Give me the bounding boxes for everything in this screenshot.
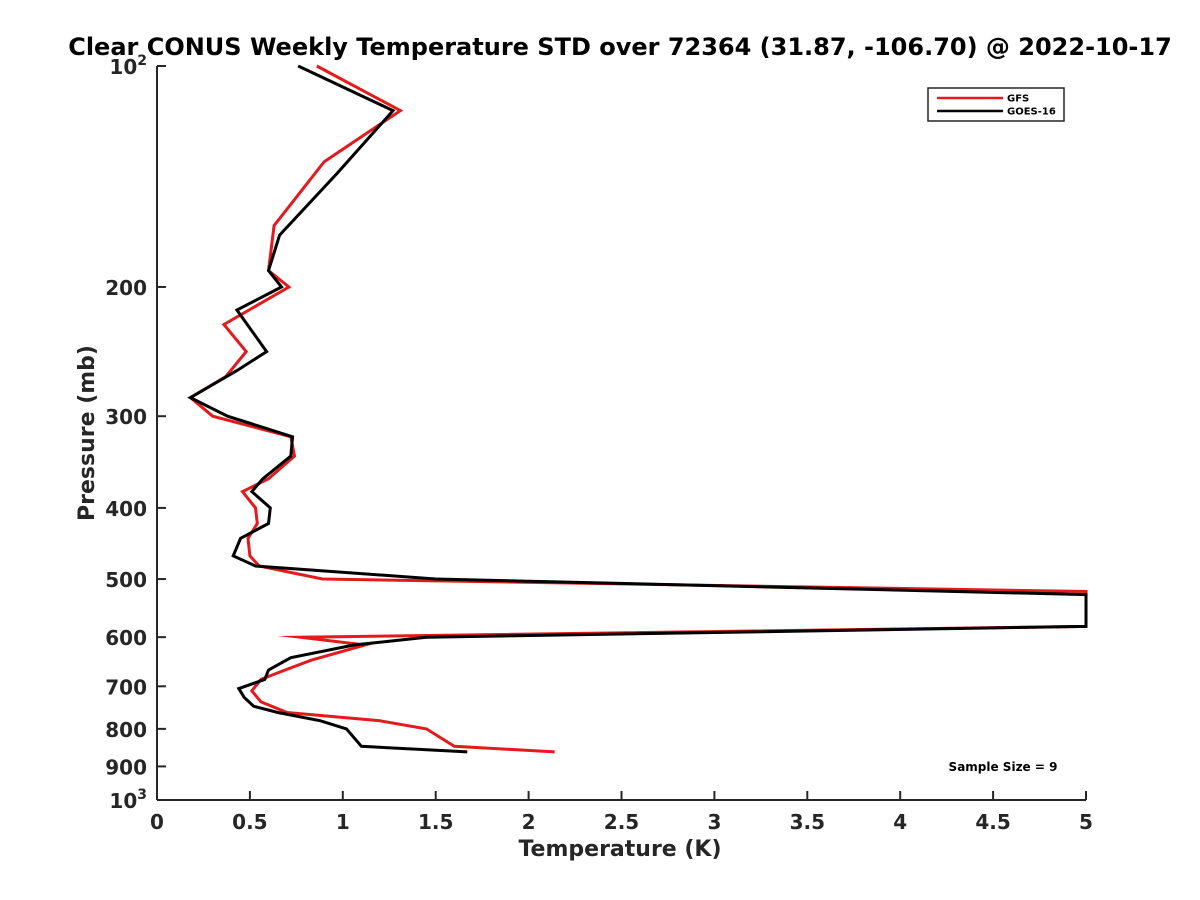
y-tick-label: 400 [105, 497, 147, 521]
x-tick-label: 3 [707, 810, 721, 834]
x-tick-label: 2.5 [604, 810, 639, 834]
y-axis-label: Pressure (mb) [75, 345, 100, 521]
y-tick-label: 300 [105, 405, 147, 429]
legend-label: GFS [1007, 94, 1029, 105]
series-line-gfs [187, 64, 1088, 754]
x-tick-label: 5 [1079, 810, 1093, 834]
legend-box [927, 87, 1065, 122]
y-tick-label: 200 [105, 276, 147, 300]
y-tick-label: 600 [105, 626, 147, 650]
x-tick-label: 1 [336, 810, 350, 834]
y-tick-label: 500 [105, 568, 147, 592]
chart-title: Clear CONUS Weekly Temperature STD over … [68, 33, 1172, 61]
series-line-goes-16 [187, 64, 1088, 754]
x-tick-label: 0.5 [232, 810, 267, 834]
y-tick-label: 102 [109, 53, 147, 79]
series-layer [187, 64, 1088, 754]
y-tick-label: 900 [105, 755, 147, 779]
plot-area [157, 66, 1086, 800]
x-tick-label: 0 [150, 810, 164, 834]
axes-layer: 0 0.5 1 1.5 2 2.5 3 3.5 4 4.5 5 102 200 300 400 500 600 7… [105, 53, 1093, 834]
x-tick-label: 4 [893, 810, 907, 834]
sample-size-annotation: Sample Size = 9 [949, 760, 1058, 774]
x-axis-label: Temperature (K) [518, 837, 721, 862]
x-tick-label: 1.5 [418, 810, 453, 834]
x-tick-label: 4.5 [975, 810, 1010, 834]
x-tick-label: 2 [522, 810, 536, 834]
y-tick-label: 800 [105, 718, 147, 742]
legend-label: GOES-16 [1007, 107, 1056, 118]
x-tick-label: 3.5 [790, 810, 825, 834]
legend: GFS GOES-16 [927, 87, 1065, 122]
y-tick-label: 103 [109, 787, 147, 813]
plot-background [157, 66, 1086, 800]
y-tick-label: 700 [105, 675, 147, 699]
